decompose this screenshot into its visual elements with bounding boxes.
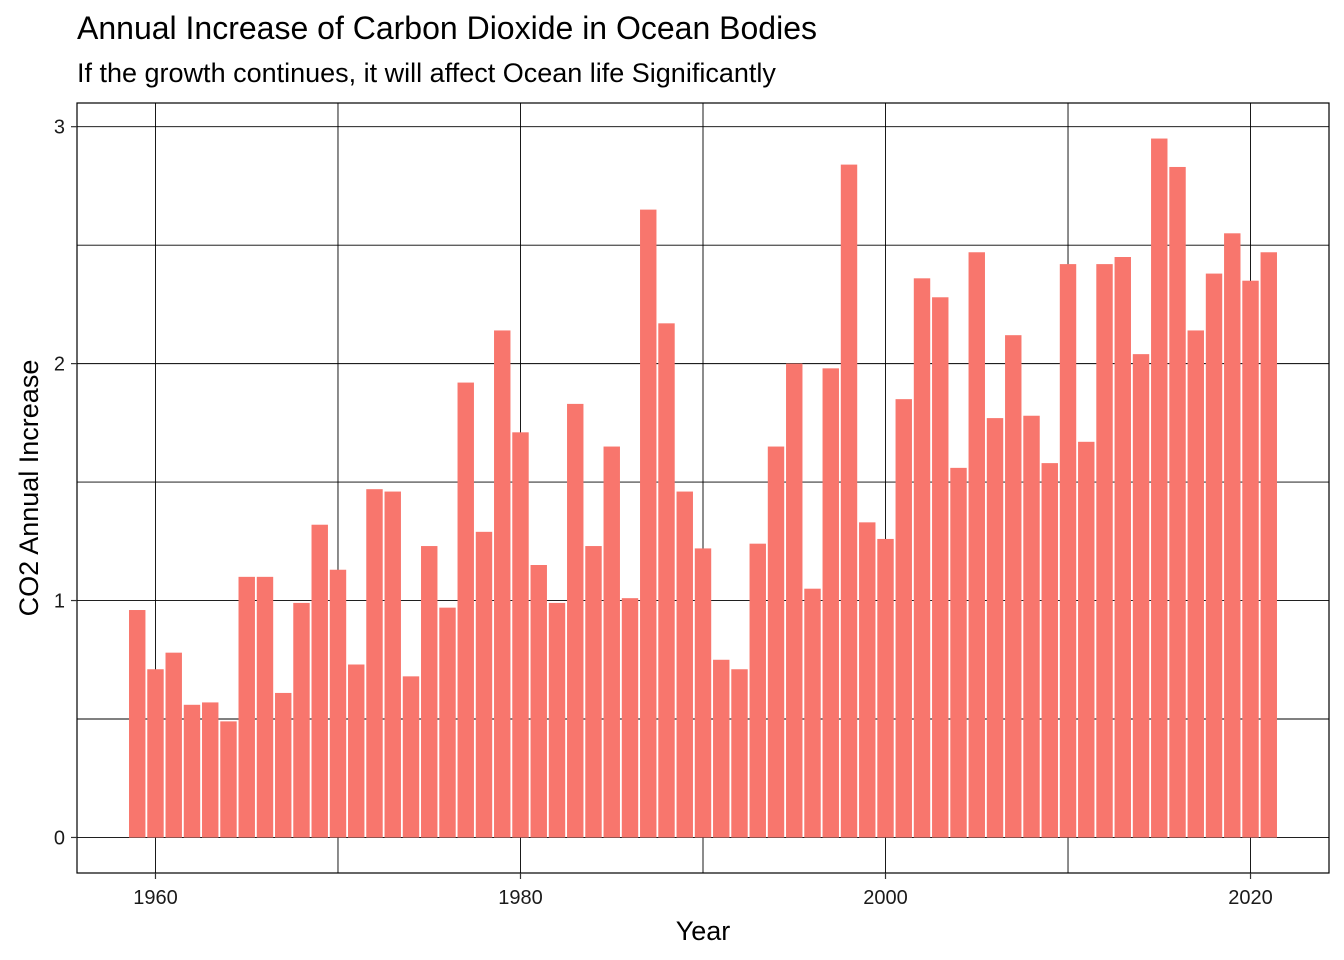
bar — [986, 418, 1004, 838]
x-tick-label: 2020 — [1228, 887, 1273, 909]
x-tick-label: 2000 — [863, 887, 908, 909]
bar — [1023, 415, 1040, 838]
bar — [402, 676, 420, 838]
bar — [165, 652, 182, 838]
axes: 1960 1980 2000 2020 0 1 2 3 — [54, 117, 1273, 909]
bar — [512, 432, 529, 838]
bar — [950, 467, 967, 838]
bar — [713, 659, 730, 838]
bars — [129, 138, 1277, 838]
bar — [1132, 354, 1150, 838]
bar — [877, 538, 894, 838]
bar — [329, 569, 347, 838]
chart-title: Annual Increase of Carbon Dioxide in Oce… — [77, 10, 817, 46]
bar — [1151, 138, 1168, 838]
bar — [1187, 330, 1204, 838]
chart-subtitle: If the growth continues, it will affect … — [77, 58, 776, 88]
bar — [311, 524, 328, 838]
y-tick-label: 2 — [54, 354, 65, 376]
bar — [366, 489, 383, 838]
y-tick-label: 3 — [54, 117, 65, 139]
bar — [1205, 273, 1223, 838]
y-tick-label: 1 — [54, 591, 65, 613]
bar — [1224, 233, 1241, 838]
y-tick-label: 0 — [54, 827, 65, 849]
bar — [913, 278, 931, 838]
x-axis-title: Year — [676, 916, 731, 946]
bar — [256, 576, 274, 838]
bar — [1242, 280, 1259, 838]
bar — [1078, 441, 1095, 838]
bar — [859, 522, 876, 838]
bar — [895, 399, 912, 838]
bar — [384, 491, 401, 838]
bar — [968, 252, 985, 838]
bar — [475, 531, 493, 838]
bar — [731, 669, 748, 838]
bar — [1114, 257, 1131, 838]
bar — [932, 297, 949, 838]
bar — [129, 610, 146, 838]
bar — [804, 588, 821, 838]
bar — [786, 363, 803, 838]
bar — [822, 368, 839, 838]
bar — [238, 576, 255, 838]
bar — [840, 164, 858, 838]
bar — [640, 209, 657, 838]
bar — [202, 702, 219, 838]
bar — [457, 382, 474, 838]
plot-border — [76, 102, 1330, 874]
bar — [183, 704, 201, 838]
y-axis-title: CO2 Annual Increase — [14, 360, 44, 617]
bar — [1005, 335, 1022, 838]
bar — [348, 664, 365, 838]
bar — [494, 330, 511, 838]
bar — [767, 446, 785, 838]
bar — [439, 607, 456, 838]
bar — [1096, 264, 1113, 838]
bar — [676, 491, 693, 838]
bar — [548, 602, 566, 838]
bar — [585, 546, 602, 838]
bar — [1041, 463, 1058, 838]
bar — [147, 669, 164, 838]
bar — [567, 403, 584, 838]
bar — [694, 548, 712, 838]
bar — [603, 446, 620, 838]
bar — [421, 546, 438, 838]
bar — [621, 598, 639, 838]
bar — [1260, 252, 1277, 838]
x-tick-label: 1960 — [133, 887, 178, 909]
bar — [1059, 264, 1077, 838]
bar — [275, 692, 292, 838]
bar — [530, 565, 547, 838]
bar — [1169, 166, 1186, 838]
x-tick-label: 1980 — [498, 887, 543, 909]
bar — [658, 323, 675, 838]
bar — [220, 721, 237, 838]
bar — [749, 543, 766, 838]
bar — [293, 602, 310, 838]
